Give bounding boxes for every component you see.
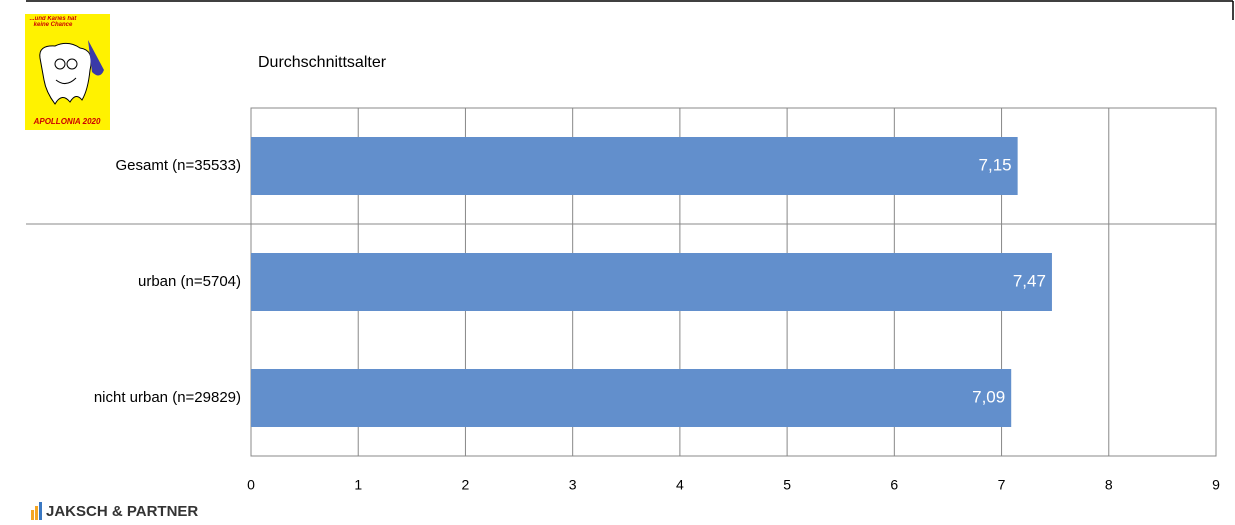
footer-brand: JAKSCH & PARTNER: [46, 503, 198, 520]
logo-brush: [88, 40, 104, 76]
y-tick-label: Gesamt (n=35533): [116, 157, 242, 174]
x-tick-label: 2: [462, 477, 470, 493]
footer-icon-bar: [35, 506, 38, 520]
footer-icon-bar: [39, 502, 42, 520]
logo-eye: [66, 58, 78, 70]
chart-title: Durchschnittsalter: [258, 54, 387, 71]
logo-text-box: ...und Karies hat keine Chance: [29, 16, 77, 28]
logo-text: ...und Karies hat keine Chance: [29, 16, 77, 28]
value-label: 7,09: [972, 387, 1005, 406]
x-tick-label: 4: [676, 477, 684, 493]
x-tick-label: 1: [354, 477, 362, 493]
value-label: 7,47: [1013, 271, 1046, 290]
x-tick-label: 8: [1105, 477, 1113, 493]
x-tick-label: 5: [783, 477, 791, 493]
x-tick-label: 9: [1212, 477, 1220, 493]
value-label: 7,15: [979, 155, 1012, 174]
bar: [251, 369, 1012, 427]
footer-icon-bar: [31, 510, 34, 520]
logo: ...und Karies hat keine Chance APOLLONIA…: [25, 14, 110, 130]
footer-logo: JAKSCH & PARTNER: [31, 502, 198, 520]
logo-caption: APOLLONIA 2020: [33, 117, 101, 126]
y-tick-label: urban (n=5704): [138, 273, 241, 290]
x-tick-label: 0: [247, 477, 255, 493]
logo-tooth: [39, 42, 92, 105]
x-tick-label: 3: [569, 477, 577, 493]
x-tick-label: 7: [998, 477, 1006, 493]
logo-mouth: [55, 77, 77, 84]
y-tick-label: nicht urban (n=29829): [94, 389, 241, 406]
x-tick-label: 6: [890, 477, 898, 493]
logo-eye: [54, 58, 66, 70]
bar: [251, 137, 1018, 195]
bar: [251, 253, 1052, 311]
